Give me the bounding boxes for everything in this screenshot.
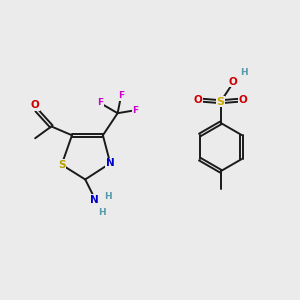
Text: F: F xyxy=(132,106,138,115)
Text: N: N xyxy=(106,158,115,168)
Text: O: O xyxy=(194,95,202,105)
Text: O: O xyxy=(229,77,238,87)
Text: F: F xyxy=(97,98,103,107)
Text: F: F xyxy=(118,91,124,100)
Text: S: S xyxy=(217,97,225,107)
Text: H: H xyxy=(104,192,112,201)
Text: O: O xyxy=(31,100,40,110)
Text: N: N xyxy=(90,195,98,205)
Text: S: S xyxy=(58,160,65,170)
Text: O: O xyxy=(239,95,248,105)
Text: H: H xyxy=(98,208,106,217)
Text: H: H xyxy=(240,68,248,77)
